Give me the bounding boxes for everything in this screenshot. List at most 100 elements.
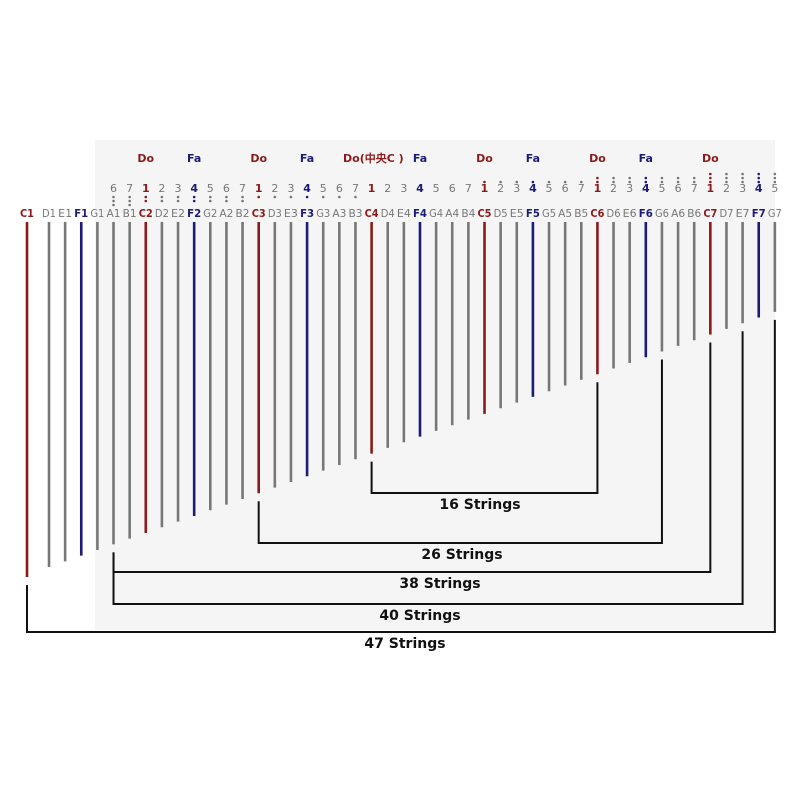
note-name: D1 <box>42 207 56 220</box>
number-notation: 2 <box>271 182 278 195</box>
solfege-label: Do <box>250 152 267 165</box>
note-name: F5 <box>526 207 540 220</box>
octave-dot <box>289 195 293 199</box>
note-name: C6 <box>590 207 604 220</box>
octave-dot <box>725 180 728 184</box>
number-notation: 3 <box>513 182 520 195</box>
octave-dot <box>144 195 148 199</box>
number-notation: 3 <box>400 182 407 195</box>
octave-dot <box>709 172 712 176</box>
note-name: B6 <box>687 207 701 220</box>
octave-dot <box>499 180 502 184</box>
solfege-label: Fa <box>187 152 201 165</box>
number-notation: 1 <box>707 182 715 195</box>
number-notation: 6 <box>675 182 682 195</box>
number-notation: 4 <box>529 182 537 195</box>
octave-dot <box>773 172 777 176</box>
number-notation: 5 <box>658 182 665 195</box>
note-name: C1 <box>20 207 34 220</box>
octave-dot <box>725 176 728 180</box>
solfege-label: Do <box>137 152 154 165</box>
solfege-label: Do <box>702 152 719 165</box>
octave-dot <box>709 180 712 184</box>
note-name: C5 <box>478 207 492 220</box>
note-name: A5 <box>558 207 572 220</box>
number-notation: 4 <box>416 182 424 195</box>
octave-dot <box>579 180 583 184</box>
number-notation: 2 <box>497 182 504 195</box>
octave-dot <box>128 195 131 199</box>
number-notation: 5 <box>546 182 553 195</box>
octave-dot <box>757 176 761 180</box>
octave-dot <box>257 195 260 199</box>
note-name: D6 <box>607 207 621 220</box>
note-name: E4 <box>397 207 411 220</box>
octave-dot <box>483 180 486 184</box>
octave-dot <box>112 199 115 203</box>
octave-dot <box>757 180 761 184</box>
range-bracket <box>26 319 776 633</box>
note-name: C2 <box>139 207 153 220</box>
note-name: E3 <box>284 207 298 220</box>
number-notation: 7 <box>239 182 246 195</box>
octave-dot <box>128 203 131 207</box>
octave-dot <box>112 195 115 199</box>
octave-dot <box>112 203 115 207</box>
octave-dot <box>128 199 131 203</box>
note-name: B2 <box>236 207 250 220</box>
number-notation: 5 <box>320 182 327 195</box>
range-label: 40 Strings <box>379 608 460 624</box>
number-notation: 5 <box>433 182 440 195</box>
range-bracket <box>257 359 663 544</box>
octave-dot <box>725 172 728 176</box>
octave-dot <box>209 199 212 203</box>
octave-dot <box>773 176 777 180</box>
note-name: G4 <box>429 207 443 220</box>
octave-dot <box>660 180 664 184</box>
number-notation: 2 <box>610 182 617 195</box>
number-notation: 2 <box>158 182 165 195</box>
octave-dot <box>241 195 244 199</box>
note-name: B5 <box>574 207 588 220</box>
solfege-label: Do(中央C ) <box>343 151 404 165</box>
octave-dot <box>596 180 599 184</box>
number-notation: 6 <box>562 182 569 195</box>
octave-dot <box>176 199 180 203</box>
note-name: A1 <box>107 207 121 220</box>
note-name: B1 <box>123 207 137 220</box>
note-name: B4 <box>461 207 475 220</box>
number-notation: 5 <box>771 182 778 195</box>
solfege-label: Fa <box>639 152 653 165</box>
note-name: A4 <box>445 207 459 220</box>
octave-dot <box>596 176 599 180</box>
note-name: D4 <box>381 207 395 220</box>
number-notation: 3 <box>287 182 294 195</box>
note-name: E7 <box>736 207 750 220</box>
octave-dot <box>660 176 664 180</box>
number-notation: 6 <box>336 182 343 195</box>
number-notation: 3 <box>739 182 746 195</box>
number-notation: 7 <box>126 182 133 195</box>
note-name: D5 <box>494 207 508 220</box>
octave-dot <box>773 180 777 184</box>
octave-dot <box>160 199 164 203</box>
octave-dot <box>354 195 357 199</box>
octave-dot <box>741 176 744 180</box>
octave-dot <box>628 176 631 180</box>
number-notation: 7 <box>465 182 472 195</box>
octave-dot <box>531 180 535 184</box>
octave-dot <box>612 176 615 180</box>
note-name: F6 <box>639 207 653 220</box>
note-name: G5 <box>542 207 556 220</box>
octave-dot <box>225 195 228 199</box>
number-notation: 1 <box>368 182 376 195</box>
number-notation: 7 <box>352 182 359 195</box>
note-name: E1 <box>58 207 72 220</box>
range-bracket <box>112 331 744 605</box>
note-name: F4 <box>413 207 427 220</box>
octave-dot <box>192 195 196 199</box>
octave-dot <box>176 195 180 199</box>
note-name: A3 <box>332 207 346 220</box>
note-name: G2 <box>203 207 217 220</box>
number-notation: 1 <box>255 182 263 195</box>
